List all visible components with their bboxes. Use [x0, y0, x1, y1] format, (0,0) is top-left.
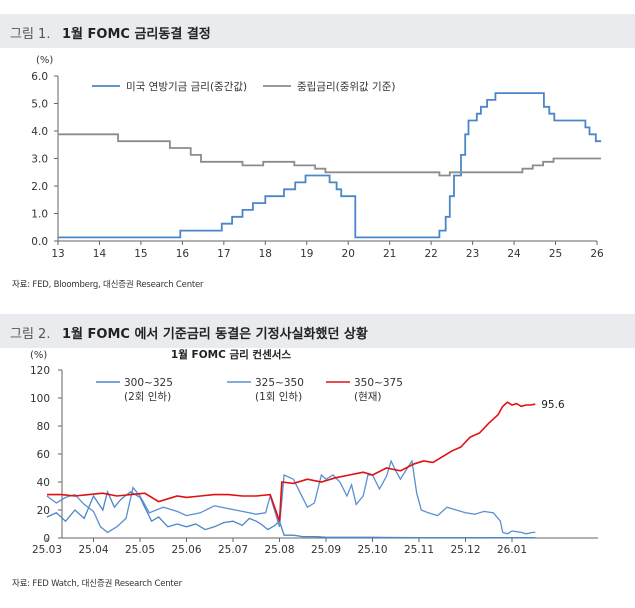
y-tick-label: 40 [37, 477, 50, 489]
figure-2-header: 그림 2. 1월 FOMC 에서 기준금리 동결은 기정사실화했던 상황 [0, 314, 635, 348]
series-line-1 [58, 92, 602, 239]
legend-label-2: 중립금리(중위값 기준) [297, 80, 395, 93]
y-tick-label: 100 [30, 393, 50, 405]
x-tick-label: 25.07 [218, 544, 248, 556]
y-tick-label: 20 [37, 505, 50, 517]
x-tick-label: 25.05 [125, 544, 155, 556]
series-line-2 [58, 133, 602, 177]
x-tick-label: 23 [466, 248, 479, 260]
x-tick-label: 25.03 [32, 544, 62, 556]
legend-label-1: 300~325 [124, 377, 173, 389]
x-tick-label: 24 [507, 248, 521, 260]
x-tick-label: 21 [383, 248, 396, 260]
legend-sublabel-1: (2회 인하) [124, 390, 171, 403]
series-line-3 [47, 401, 536, 522]
figure-2-title: 1월 FOMC 에서 기준금리 동결은 기정사실화했던 상황 [62, 327, 368, 342]
x-tick-label: 16 [176, 248, 190, 260]
figure-1-header: 그림 1. 1월 FOMC 금리동결 결정 [0, 14, 635, 48]
x-tick-label: 22 [424, 248, 437, 260]
legend-label-3: 350~375 [354, 377, 403, 389]
y-axis-unit: (%) [36, 55, 53, 66]
x-tick-label: 18 [259, 248, 272, 260]
y-tick-label: 5.0 [31, 99, 48, 111]
y-tick-label: 6.0 [31, 71, 48, 83]
x-tick-label: 25.08 [264, 544, 294, 556]
x-tick-label: 25.09 [311, 544, 341, 556]
legend-sublabel-3: (현재) [354, 391, 382, 403]
x-tick-label: 25.11 [404, 544, 434, 556]
y-axis-unit: (%) [30, 350, 47, 361]
x-tick-label: 20 [342, 248, 355, 260]
figure-1-source: 자료: FED, Bloomberg, 대신증권 Research Center [12, 280, 204, 290]
x-tick-label: 26.01 [497, 544, 527, 556]
y-tick-label: 0.0 [31, 236, 48, 248]
series-line-2 [46, 459, 536, 535]
figure-1-title: 1월 FOMC 금리동결 결정 [62, 27, 211, 42]
y-tick-label: 2.0 [31, 181, 48, 193]
x-tick-label: 17 [217, 248, 230, 260]
x-tick-label: 25.10 [357, 544, 387, 556]
x-tick-label: 26 [590, 248, 604, 260]
figure-2-label: 그림 2. [10, 327, 51, 342]
legend-label-2: 325~350 [255, 377, 304, 389]
x-tick-label: 25.06 [171, 544, 201, 556]
x-tick-label: 19 [300, 248, 313, 260]
y-tick-label: 3.0 [31, 154, 48, 166]
x-tick-label: 25.04 [78, 544, 108, 556]
fomc-rate-chart: (%) 0.0 1.0 2.0 3.0 4.0 5.0 6.0 13 14 15 16 17 18 19 20… [31, 55, 604, 260]
fomc-consensus-chart: (%)1월 FOMC 금리 컨센서스02040608010012025.0325… [30, 348, 598, 556]
end-value-annotation: 95.6 [541, 399, 565, 411]
figure-1-label: 그림 1. [10, 27, 51, 42]
figure-2-source: 자료: FED Watch, 대신증권 Research Center [12, 579, 182, 589]
x-tick-label: 13 [51, 248, 64, 260]
x-tick-label: 15 [134, 248, 147, 260]
x-tick-label: 25.12 [450, 544, 480, 556]
y-tick-label: 80 [37, 421, 50, 433]
series-line-1 [46, 489, 536, 539]
y-tick-label: 4.0 [31, 126, 48, 138]
y-tick-label: 60 [37, 449, 50, 461]
x-tick-label: 14 [93, 248, 107, 260]
chart-title: 1월 FOMC 금리 컨센서스 [171, 348, 291, 361]
legend-sublabel-2: (1회 인하) [255, 390, 302, 403]
y-tick-label: 1.0 [31, 209, 48, 221]
x-tick-label: 25 [549, 248, 562, 260]
y-tick-label: 120 [30, 365, 50, 377]
legend-label-1: 미국 연방기금 금리(중간값) [126, 81, 247, 93]
